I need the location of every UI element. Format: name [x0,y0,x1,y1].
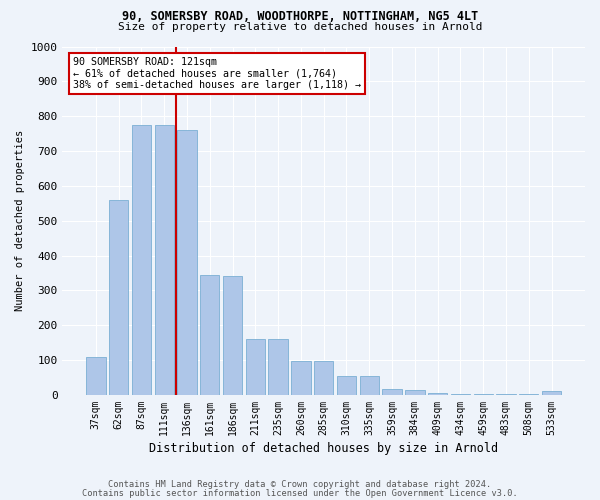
Text: Size of property relative to detached houses in Arnold: Size of property relative to detached ho… [118,22,482,32]
Bar [223,276,242,395]
Bar [405,390,425,395]
Text: Contains HM Land Registry data © Crown copyright and database right 2024.: Contains HM Land Registry data © Crown c… [109,480,491,489]
Bar [132,125,151,395]
Bar [382,388,402,395]
Bar [314,361,334,395]
Text: 90 SOMERSBY ROAD: 121sqm
← 61% of detached houses are smaller (1,764)
38% of sem: 90 SOMERSBY ROAD: 121sqm ← 61% of detach… [73,57,361,90]
Bar [496,394,515,395]
Y-axis label: Number of detached properties: Number of detached properties [15,130,25,312]
Bar [473,394,493,395]
Bar [519,394,538,395]
Bar [451,394,470,395]
Bar [291,361,311,395]
Bar [268,339,288,395]
Bar [155,125,174,395]
Bar [86,356,106,395]
X-axis label: Distribution of detached houses by size in Arnold: Distribution of detached houses by size … [149,442,498,455]
Bar [245,339,265,395]
Bar [337,376,356,395]
Bar [542,392,561,395]
Bar [428,393,448,395]
Bar [178,130,197,395]
Text: 90, SOMERSBY ROAD, WOODTHORPE, NOTTINGHAM, NG5 4LT: 90, SOMERSBY ROAD, WOODTHORPE, NOTTINGHA… [122,10,478,23]
Bar [200,274,220,395]
Text: Contains public sector information licensed under the Open Government Licence v3: Contains public sector information licen… [82,488,518,498]
Bar [359,376,379,395]
Bar [109,200,128,395]
